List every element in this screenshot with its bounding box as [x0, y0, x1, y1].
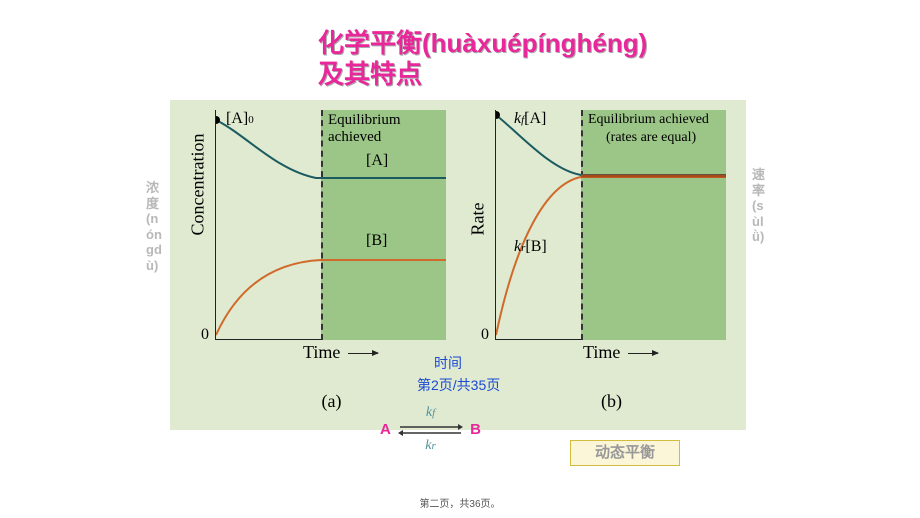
- kf-label: kf: [378, 405, 483, 421]
- eq-text-b2: (rates are equal): [606, 130, 696, 146]
- rate-label-cn: 速率(sùlǜ): [752, 167, 770, 245]
- y-top-tick-a: [A]0: [226, 110, 254, 128]
- y-axis-label-b: Rate: [468, 203, 489, 236]
- curve-a-bottom: [216, 260, 446, 335]
- plot-area-b: Equilibrium achieved (rates are equal) k…: [495, 110, 725, 340]
- caption-b: (b): [495, 391, 728, 412]
- chart-container: Equilibrium achieved [A] [B] [A]0 0 Conc…: [170, 100, 746, 430]
- plot-area-a: Equilibrium achieved [A] [B] [A]0 0 Conc…: [215, 110, 445, 340]
- double-arrow-icon: [398, 423, 463, 437]
- reaction-equation: kf A B kr: [378, 405, 483, 465]
- time-label-cn: 时间: [434, 353, 462, 373]
- eq-text-a: Equilibrium achieved: [328, 112, 445, 146]
- x-arrow-icon: [348, 353, 378, 354]
- y-axis-label-a: Concentration: [188, 134, 209, 236]
- species-a: A: [380, 421, 391, 438]
- label-kf: kf[A]: [514, 110, 546, 128]
- zero-b: 0: [481, 326, 489, 344]
- slide-title: 化学平衡(huàxuépínghéng)及其特点: [318, 28, 658, 90]
- x-axis-label-b: Time: [583, 342, 728, 363]
- page-indicator: 第2页/共35页: [417, 375, 500, 395]
- concentration-label-cn: 浓度(nóngdù): [146, 180, 164, 274]
- dynamic-equilibrium-badge: 动态平衡: [570, 440, 680, 466]
- panel-a: Equilibrium achieved [A] [B] [A]0 0 Conc…: [193, 110, 448, 360]
- species-b: B: [470, 421, 481, 438]
- label-kr: kr[B]: [514, 238, 547, 256]
- x-axis-label-a: Time: [303, 342, 448, 363]
- x-arrow-icon: [628, 353, 658, 354]
- label-a-top: [A]: [366, 152, 388, 170]
- footer-page: 第二页，共36页。: [0, 495, 920, 510]
- kr-label: kr: [378, 438, 483, 454]
- eq-text-b1: Equilibrium achieved: [588, 112, 709, 128]
- ab-arrows: A B: [378, 421, 483, 438]
- label-a-bottom: [B]: [366, 232, 387, 250]
- zero-a: 0: [201, 326, 209, 344]
- panel-b: Equilibrium achieved (rates are equal) k…: [473, 110, 728, 360]
- curve-b-bottom: [496, 177, 726, 335]
